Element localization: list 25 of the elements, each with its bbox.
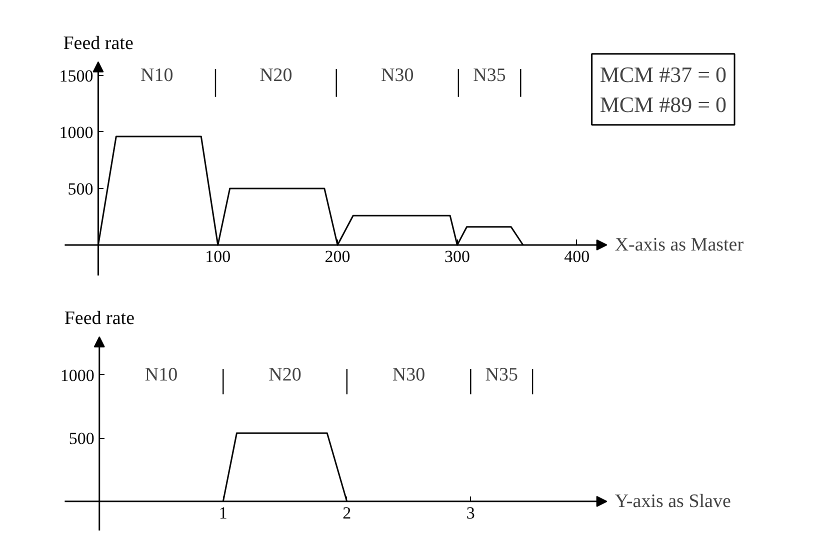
annotation: N10 [140,64,174,86]
x-tick-label: 400 [564,246,590,266]
y-tick-label: 1000 [59,122,94,142]
x-axis-title: Y-axis as Slave [614,490,731,512]
x-tick-label: 1 [218,503,228,522]
annotation: N10 [144,364,178,386]
y-tick-label: 1500 [59,66,94,86]
y-tick-label: 500 [68,179,94,198]
annotation: N20 [268,364,302,386]
annotation: N20 [260,64,292,86]
y-axis-title: Feed rate [63,32,134,54]
annotation: N35 [473,64,506,86]
y-tick-label: 1000 [60,366,94,385]
annotation: N30 [381,64,414,86]
annotation: N30 [392,364,426,386]
x-tick-label: 200 [324,246,350,266]
annotation: N35 [485,364,518,386]
x-tick-label: 100 [205,246,231,266]
x-tick-label: 300 [444,246,470,266]
annotation: MCM #37 = 0 MCM #89 = 0 [600,62,727,117]
x-tick-label: 3 [466,503,475,522]
x-tick-label: 2 [342,503,352,522]
x-axis-title: X-axis as Master [614,234,744,256]
y-axis-title: Feed rate [64,308,135,329]
y-tick-label: 500 [68,429,94,448]
